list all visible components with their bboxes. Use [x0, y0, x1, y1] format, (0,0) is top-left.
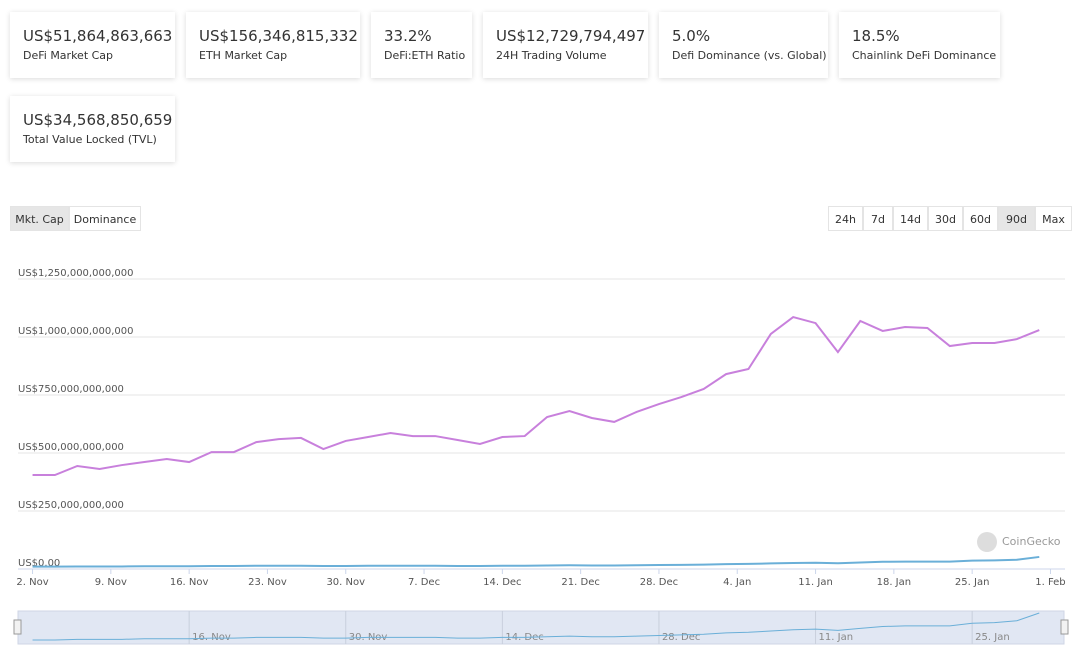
x-tick-label: 1. Feb	[1035, 577, 1065, 588]
y-tick-label: US$1,250,000,000,000	[18, 268, 133, 279]
range-button[interactable]: 7d	[863, 206, 893, 231]
view-button[interactable]: Dominance	[69, 206, 141, 231]
range-button[interactable]: 60d	[963, 206, 998, 231]
logo	[977, 532, 997, 552]
x-tick-label: 21. Dec	[561, 577, 599, 588]
navigator-label: 16. Nov	[192, 632, 231, 643]
stat-card: US$156,346,815,332 ETH Market Cap	[186, 12, 360, 78]
x-tick-label: 4. Jan	[723, 577, 751, 588]
x-tick-label: 2. Nov	[16, 577, 48, 588]
x-tick-label: 11. Jan	[798, 577, 833, 588]
stat-card: US$12,729,794,497 24H Trading Volume	[483, 12, 648, 78]
x-tick-label: 25. Jan	[955, 577, 990, 588]
navigator-label: 11. Jan	[819, 632, 854, 643]
range-button[interactable]: 14d	[893, 206, 928, 231]
y-tick-label: US$1,000,000,000,000	[18, 326, 133, 337]
watermark: CoinGecko	[1002, 535, 1061, 548]
stat-card: 5.0% Defi Dominance (vs. Global)	[659, 12, 828, 78]
x-tick-label: 23. Nov	[248, 577, 287, 588]
stat-value: 33.2%	[384, 27, 432, 45]
stat-value: US$156,346,815,332	[199, 27, 358, 45]
stat-value: 5.0%	[672, 27, 711, 45]
stat-value: 18.5%	[852, 27, 900, 45]
stat-card: US$51,864,863,663 DeFi Market Cap	[10, 12, 175, 78]
stat-value: US$12,729,794,497	[496, 27, 646, 45]
stat-value: US$34,568,850,659	[23, 111, 173, 129]
stat-label: Defi Dominance (vs. Global)	[672, 49, 827, 62]
x-tick-label: 30. Nov	[326, 577, 365, 588]
stat-label: ETH Market Cap	[199, 49, 288, 62]
x-tick-label: 7. Dec	[408, 577, 440, 588]
range-button[interactable]: 30d	[928, 206, 963, 231]
y-tick-label: US$500,000,000,000	[18, 442, 124, 453]
stat-card: 33.2% DeFi:ETH Ratio	[371, 12, 472, 78]
stat-value: US$51,864,863,663	[23, 27, 173, 45]
range-button[interactable]: 90d	[998, 206, 1035, 231]
stat-card: US$34,568,850,659 Total Value Locked (TVL…	[10, 96, 175, 162]
navigator-label: 28. Dec	[662, 632, 700, 643]
navigator-label: 25. Jan	[975, 632, 1010, 643]
series-line	[32, 315, 1040, 477]
y-tick-label: US$0.00	[18, 558, 60, 569]
y-tick-label: US$750,000,000,000	[18, 384, 124, 395]
stat-label: 24H Trading Volume	[496, 49, 607, 62]
range-button[interactable]: Max	[1035, 206, 1072, 231]
navigator-line	[32, 612, 1040, 641]
view-button[interactable]: Mkt. Cap	[10, 206, 69, 231]
range-button[interactable]: 24h	[828, 206, 863, 231]
stat-card: 18.5% Chainlink DeFi Dominance	[839, 12, 1000, 78]
x-tick-label: 18. Jan	[877, 577, 912, 588]
y-tick-label: US$250,000,000,000	[18, 500, 124, 511]
navigator-handle	[1060, 619, 1069, 635]
stat-label: DeFi:ETH Ratio	[384, 49, 466, 62]
stat-label: Chainlink DeFi Dominance	[852, 49, 997, 62]
x-tick-label: 9. Nov	[95, 577, 127, 588]
x-tick-label: 28. Dec	[640, 577, 678, 588]
x-tick-label: 16. Nov	[170, 577, 209, 588]
series-line	[32, 555, 1040, 568]
stat-label: Total Value Locked (TVL)	[23, 133, 157, 146]
navigator-handle	[13, 619, 22, 635]
stat-label: DeFi Market Cap	[23, 49, 114, 62]
x-tick-label: 14. Dec	[483, 577, 521, 588]
